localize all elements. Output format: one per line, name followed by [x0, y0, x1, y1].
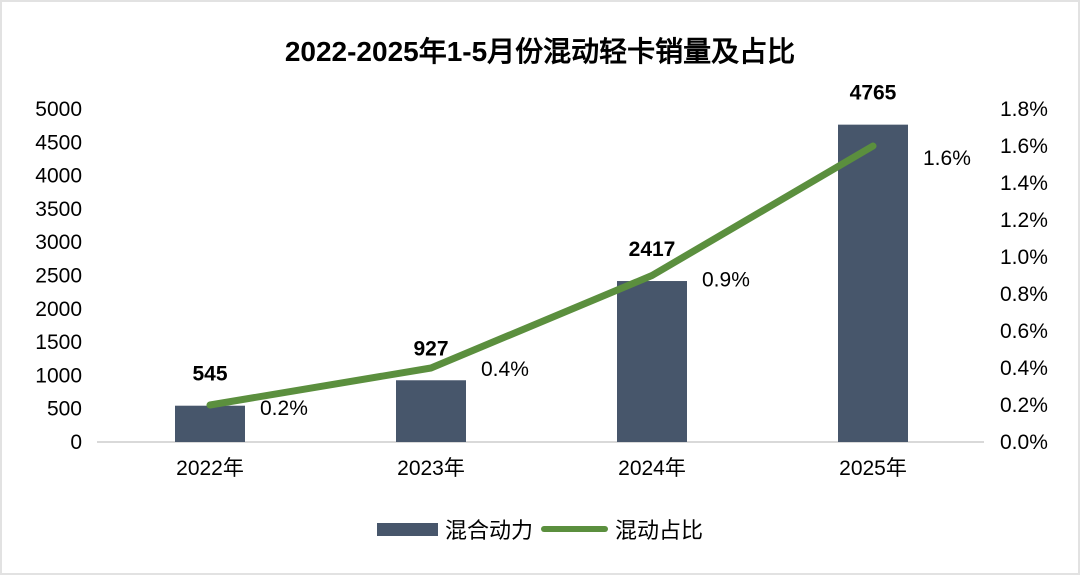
left-axis-tick-4000: 4000	[35, 165, 82, 188]
left-axis-tick-2500: 2500	[35, 265, 82, 288]
left-axis-tick-3500: 3500	[35, 198, 82, 221]
right-axis-tick-0.0%: 0.0%	[1000, 431, 1048, 454]
x-axis-label-2025年: 2025年	[839, 457, 907, 480]
left-axis-tick-3000: 3000	[35, 231, 82, 254]
hybrid-share-line	[206, 142, 877, 409]
right-axis-tick-1.6%: 1.6%	[1000, 135, 1048, 158]
left-axis-tick-500: 500	[47, 398, 82, 421]
bar-2024年	[617, 281, 687, 442]
left-axis-tick-2000: 2000	[35, 298, 82, 321]
right-axis-tick-0.2%: 0.2%	[1000, 394, 1048, 417]
bar-2025年	[838, 124, 908, 442]
bar-2022年	[175, 405, 245, 442]
line-series-swatch-icon	[541, 526, 608, 532]
legend-label-bar-series: 混合动力	[444, 518, 533, 543]
left-axis-tick-1500: 1500	[35, 331, 82, 354]
right-axis-tick-1.2%: 1.2%	[1000, 209, 1048, 232]
x-axis-label-2024年: 2024年	[618, 457, 686, 480]
bar-value-label-2025年: 4765	[850, 82, 897, 105]
chart-title: 2022-2025年1-5月份混动轻卡销量及占比	[284, 36, 796, 67]
x-axis-label-2022年: 2022年	[176, 457, 244, 480]
left-axis-tick-0: 0	[70, 431, 82, 454]
legend-item-line-series: 混动占比	[541, 513, 703, 545]
bar-value-label-2023年: 927	[413, 337, 448, 360]
legend-item-bar-series: 混合动力	[376, 513, 533, 545]
line-value-label-2022年: 0.2%	[260, 397, 308, 420]
left-axis-tick-4500: 4500	[35, 131, 82, 154]
bar-2023年	[396, 380, 466, 442]
left-axis-tick-5000: 5000	[35, 98, 82, 121]
bar-value-label-2022年: 545	[192, 363, 227, 386]
line-value-label-2025年: 1.6%	[923, 147, 971, 170]
chart-legend: 混合动力 混动占比	[2, 512, 1078, 546]
left-axis-tick-1000: 1000	[35, 364, 82, 387]
right-axis-tick-1.8%: 1.8%	[1000, 98, 1048, 121]
bar-series-swatch-icon	[376, 522, 438, 536]
x-axis-label-2023年: 2023年	[397, 457, 465, 480]
right-axis-tick-0.6%: 0.6%	[1000, 320, 1048, 343]
right-axis-tick-0.8%: 0.8%	[1000, 283, 1048, 306]
right-axis-tick-0.4%: 0.4%	[1000, 357, 1048, 380]
right-axis-tick-1.4%: 1.4%	[1000, 172, 1048, 195]
legend-label-line-series: 混动占比	[615, 518, 704, 543]
bar-value-label-2024年: 2417	[629, 238, 676, 261]
right-axis-tick-1.0%: 1.0%	[1000, 246, 1048, 269]
line-value-label-2023年: 0.4%	[481, 358, 529, 381]
line-value-label-2024年: 0.9%	[702, 269, 750, 292]
